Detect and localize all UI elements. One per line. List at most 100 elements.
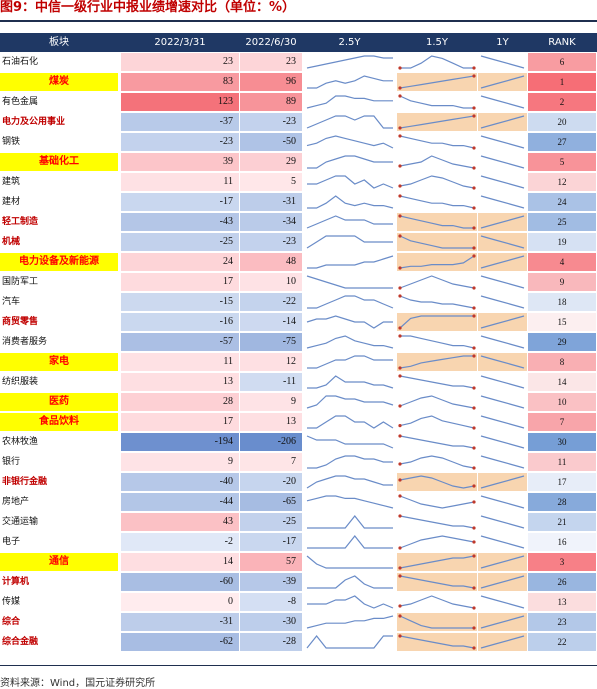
source-note: 资料来源：Wind，国元证券研究所 (0, 678, 156, 689)
spark-cell-1y (478, 213, 527, 231)
growth-q1: -17 (121, 193, 239, 211)
sparkline-2-5y-line (307, 355, 393, 369)
rank-value: 19 (528, 233, 596, 251)
sparkline-1-5y-line (399, 595, 475, 609)
spark-cell-1y (478, 93, 527, 111)
spark-cell-1y (478, 473, 527, 491)
sparkline-1-5y-start-point (398, 424, 402, 428)
sector-name: 通信 (0, 553, 118, 571)
spark-cell-1-5y (397, 153, 477, 171)
sparkline-1-5y-end-point (472, 500, 476, 504)
spark-cell-1-5y (397, 353, 477, 371)
spark-cell-1y (478, 333, 527, 351)
sparkline-1y-line (480, 615, 525, 629)
spark-cell-1-5y (397, 53, 477, 71)
sparkline-1-5y-line (399, 475, 475, 489)
growth-h1: -14 (240, 313, 302, 331)
growth-q1: 17 (121, 273, 239, 291)
spark-cell-1-5y (397, 513, 477, 531)
spark-cell-2-5y (304, 453, 396, 471)
sparkline-1-5y (398, 395, 476, 410)
sparkline-1-5y-start-point (398, 374, 402, 378)
sparkline-1y-line (480, 295, 525, 309)
sparkline-2-5y-line (307, 455, 393, 469)
growth-q1: 123 (121, 93, 239, 111)
growth-q1: 14 (121, 553, 239, 571)
sector-name: 商贸零售 (2, 317, 39, 327)
spark-cell-1-5y (397, 193, 477, 211)
sparkline-1-5y-line (399, 415, 475, 429)
spark-cell-1y (478, 353, 527, 371)
rank-value: 30 (528, 433, 596, 451)
spark-cell-2-5y (304, 293, 396, 311)
sparkline-2-5y (306, 555, 393, 569)
growth-h1: -206 (240, 433, 302, 451)
spark-cell-1-5y (397, 453, 477, 471)
spark-cell-1-5y (397, 593, 477, 611)
growth-h1: -23 (240, 113, 302, 131)
growth-q1: 13 (121, 373, 239, 391)
header-sector: 板块 (49, 37, 69, 48)
sector-name: 机械 (2, 237, 21, 247)
spark-cell-1-5y (397, 433, 477, 451)
growth-h1: 7 (240, 453, 302, 471)
sparkline-1-5y-highlight (397, 553, 477, 571)
sparkline-2-5y (306, 215, 393, 229)
sparkline-1y (478, 213, 527, 231)
sector-name: 基础化工 (0, 153, 118, 171)
spark-cell-1y (478, 513, 527, 531)
spark-cell-2-5y (304, 593, 396, 611)
sparkline-1-5y (397, 613, 477, 631)
sparkline-2-5y (306, 495, 394, 509)
sector-name: 电子 (2, 537, 21, 547)
sparkline-1y-line (480, 75, 525, 89)
sparkline-1-5y-start-point (398, 126, 402, 130)
spark-cell-1-5y (397, 333, 477, 351)
rank-value: 24 (528, 193, 596, 211)
sparkline-2-5y (306, 235, 393, 249)
header-q1: 2022/3/31 (154, 37, 206, 48)
rank-value: 13 (528, 593, 596, 611)
bottom-divider (0, 665, 597, 666)
growth-q1: -44 (121, 493, 239, 511)
sparkline-1-5y-end-point (472, 226, 476, 230)
growth-h1: -11 (240, 373, 302, 391)
spark-cell-1-5y (397, 113, 477, 131)
growth-q1: 24 (121, 253, 239, 271)
header-rank: RANK (548, 37, 576, 48)
sparkline-1y (478, 473, 527, 491)
sparkline-1y (480, 275, 525, 289)
sector-name: 建材 (2, 197, 21, 207)
rank-value: 17 (528, 473, 596, 491)
spark-cell-2-5y (304, 393, 396, 411)
sparkline-2-5y (306, 315, 393, 329)
table-row: 医药 28 9 10 (0, 392, 597, 412)
table-row: 建筑 11 5 12 (0, 172, 597, 192)
sparkline-1-5y-start-point (398, 546, 402, 550)
sparkline-1-5y-end-point (472, 166, 476, 170)
sparkline-2-5y-line (307, 75, 393, 89)
sparkline-1-5y-line (399, 235, 474, 249)
sparkline-1y-line (480, 235, 525, 249)
sector-name: 交通运输 (2, 517, 39, 527)
spark-cell-1y (478, 433, 527, 451)
growth-q1: -60 (121, 573, 239, 591)
sparkline-1-5y (397, 233, 477, 251)
table-row: 电子 -2 -17 16 (0, 532, 597, 552)
sector-name: 煤炭 (0, 73, 118, 91)
page-title: 图9：中信一级行业中报业绩增速对比（单位：%） (0, 0, 296, 15)
sparkline-1y (478, 313, 527, 331)
sparkline-2-5y-line (306, 475, 393, 489)
spark-cell-1y (478, 393, 527, 411)
table-row: 机械 -25 -23 19 (0, 232, 597, 252)
spark-cell-2-5y (304, 513, 396, 531)
rank-value: 10 (528, 393, 596, 411)
sparkline-1-5y-end-point (472, 114, 476, 118)
growth-h1: -50 (240, 133, 302, 151)
sparkline-1-5y-line (399, 395, 475, 409)
spark-cell-2-5y (304, 133, 396, 151)
sparkline-1-5y-start-point (398, 214, 402, 218)
spark-cell-1-5y (397, 273, 477, 291)
sparkline-1-5y-highlight (397, 573, 477, 591)
sparkline-1y (480, 55, 525, 69)
